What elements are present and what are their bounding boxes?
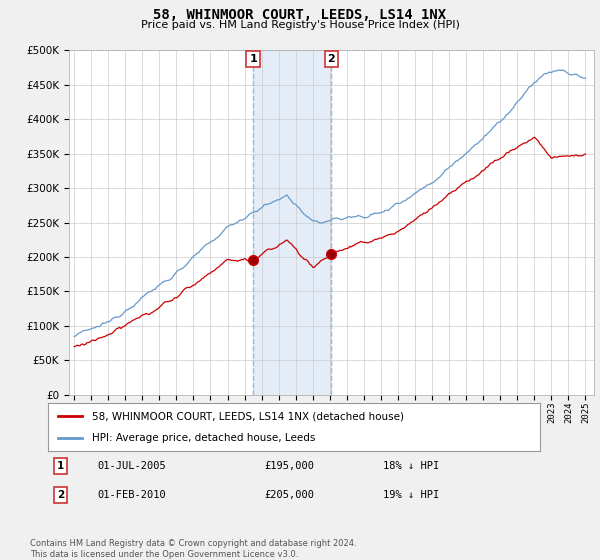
Text: 58, WHINMOOR COURT, LEEDS, LS14 1NX: 58, WHINMOOR COURT, LEEDS, LS14 1NX bbox=[154, 8, 446, 22]
Text: £205,000: £205,000 bbox=[265, 490, 314, 500]
Text: Contains HM Land Registry data © Crown copyright and database right 2024.
This d: Contains HM Land Registry data © Crown c… bbox=[30, 539, 356, 559]
Text: 1: 1 bbox=[56, 461, 64, 471]
Text: 58, WHINMOOR COURT, LEEDS, LS14 1NX (detached house): 58, WHINMOOR COURT, LEEDS, LS14 1NX (det… bbox=[92, 411, 404, 421]
Text: 01-JUL-2005: 01-JUL-2005 bbox=[97, 461, 166, 471]
Text: 01-FEB-2010: 01-FEB-2010 bbox=[97, 490, 166, 500]
Bar bbox=[253, 50, 331, 395]
Text: £195,000: £195,000 bbox=[265, 461, 314, 471]
Text: 18% ↓ HPI: 18% ↓ HPI bbox=[383, 461, 439, 471]
Text: 2: 2 bbox=[327, 54, 335, 64]
Text: Price paid vs. HM Land Registry's House Price Index (HPI): Price paid vs. HM Land Registry's House … bbox=[140, 20, 460, 30]
Text: 2: 2 bbox=[56, 490, 64, 500]
Text: HPI: Average price, detached house, Leeds: HPI: Average price, detached house, Leed… bbox=[92, 433, 316, 443]
Text: 19% ↓ HPI: 19% ↓ HPI bbox=[383, 490, 439, 500]
Text: 1: 1 bbox=[249, 54, 257, 64]
